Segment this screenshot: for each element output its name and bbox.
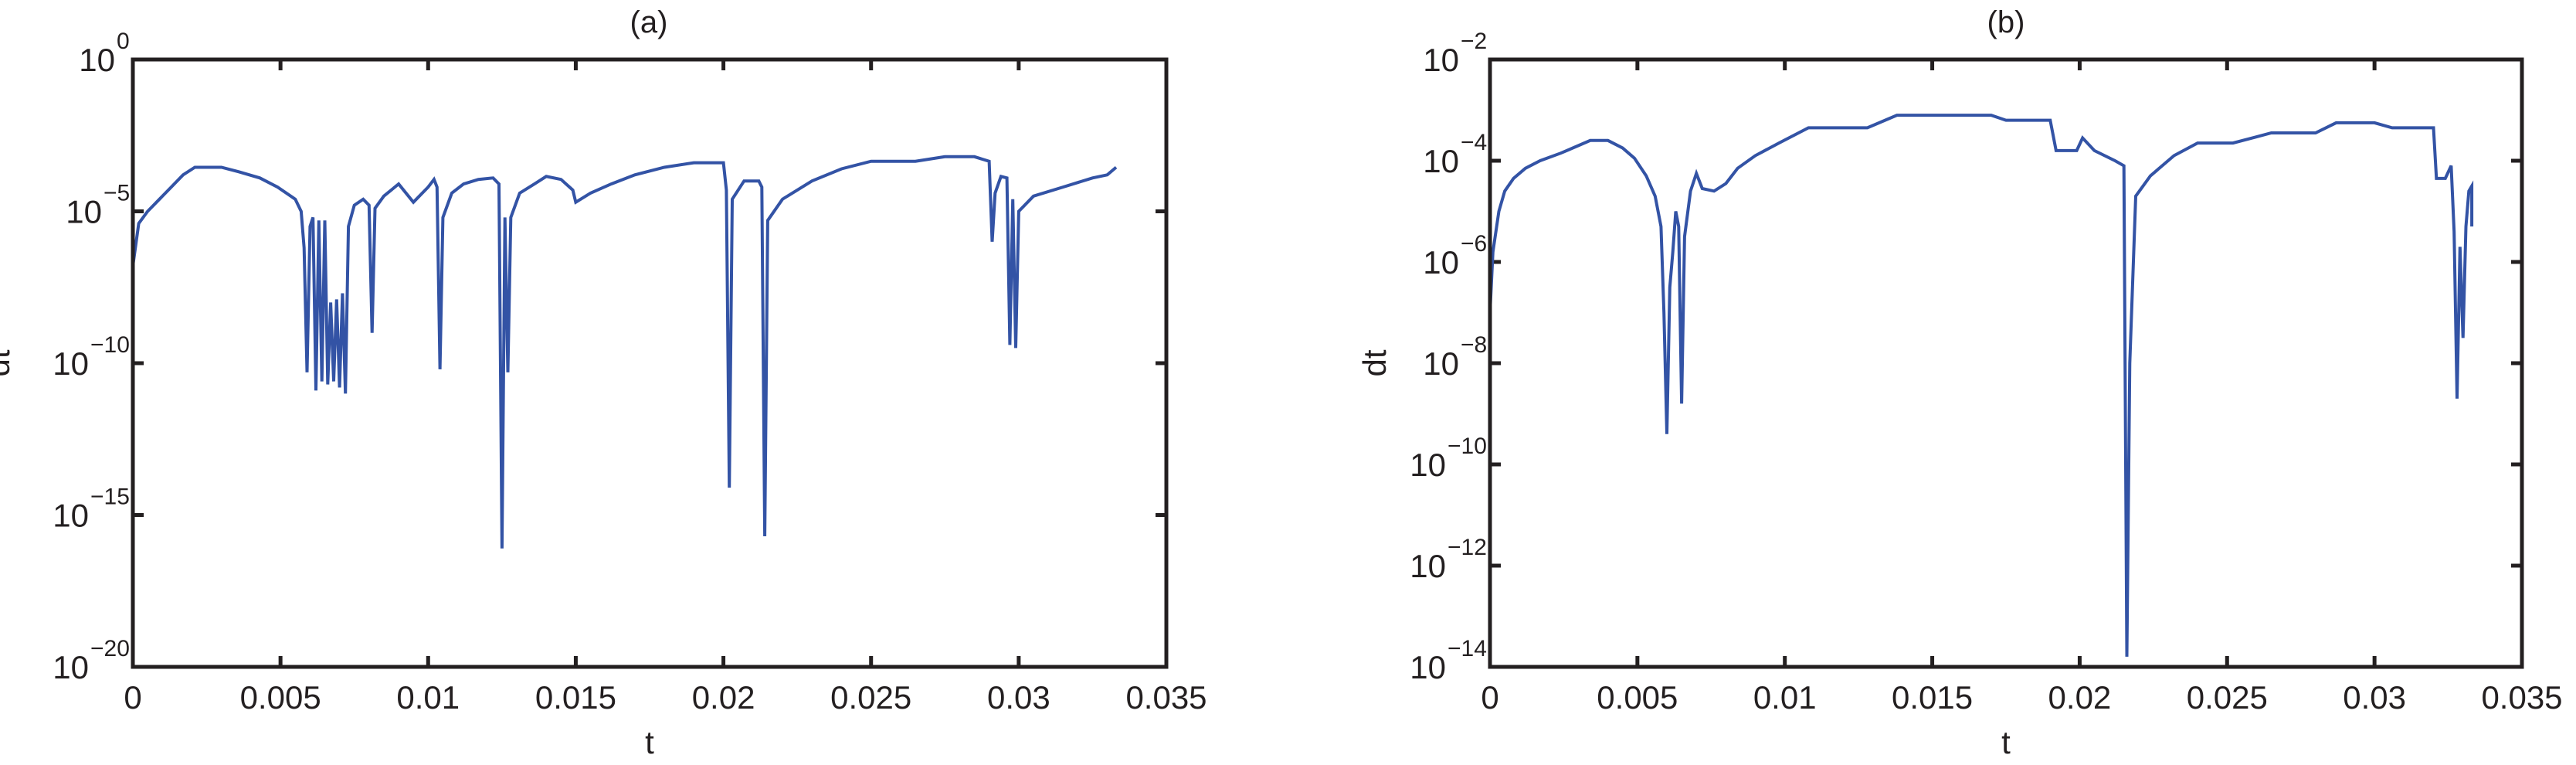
- x-tick-label: 0: [124, 679, 141, 716]
- x-tick-label: 0.005: [1597, 679, 1678, 716]
- x-tick-label: 0.035: [2481, 679, 2562, 716]
- x-tick-label: 0.025: [830, 679, 911, 716]
- x-tick-label: 0.03: [987, 679, 1050, 716]
- svg-text:10: 10: [1423, 42, 1459, 78]
- svg-text:−15: −15: [90, 484, 130, 510]
- plot-frame-b: [1488, 57, 2524, 669]
- y-tick-label: 10−8: [1423, 332, 1487, 382]
- data-line: [1488, 114, 2474, 657]
- chart-title-b: (b): [1987, 5, 2025, 39]
- svg-text:−10: −10: [1448, 434, 1487, 459]
- line-series-b: [1488, 114, 2474, 657]
- svg-text:10: 10: [1423, 345, 1459, 382]
- y-tick-label: 10−15: [53, 484, 130, 534]
- axis-ticks-a: 0 0.005 0.01 0.015 0.02 0.025 0.03 0.03510010−5…: [53, 29, 1207, 716]
- y-tick-label: 10−10: [1410, 434, 1487, 483]
- x-tick-label: 0.02: [2048, 679, 2112, 716]
- x-tick-label: 0: [1481, 679, 1498, 716]
- y-tick-label: 10−10: [53, 332, 130, 382]
- x-tick-label: 0.03: [2343, 679, 2406, 716]
- svg-text:−2: −2: [1461, 29, 1487, 54]
- x-tick-label: 0.02: [692, 679, 755, 716]
- y-tick-label: 100: [79, 29, 129, 78]
- y-axis-label-a: dt: [0, 349, 16, 376]
- svg-text:−12: −12: [1448, 535, 1487, 560]
- x-tick-label: 0.025: [2187, 679, 2268, 716]
- y-tick-label: 10−20: [53, 636, 130, 685]
- x-axis-label-a: t: [645, 724, 654, 760]
- y-tick-label: 10−14: [1410, 636, 1487, 685]
- y-tick-label: 10−12: [1410, 535, 1487, 584]
- svg-text:10: 10: [1410, 447, 1446, 483]
- svg-text:10: 10: [1410, 649, 1446, 685]
- chart-panel-a: (a) 0 0.005 0.01 0.015 0.02 0.025 0.03 0.035100…: [0, 5, 1207, 760]
- y-axis-label-b: dt: [1356, 349, 1393, 376]
- y-tick-label: 10−6: [1423, 231, 1487, 280]
- y-tick-label: 10−5: [66, 181, 130, 230]
- svg-text:−10: −10: [90, 332, 130, 358]
- svg-text:10: 10: [79, 42, 115, 78]
- chart-title-a: (a): [630, 5, 668, 39]
- axis-ticks-b: 0 0.005 0.01 0.015 0.02 0.025 0.03 0.03510−210−…: [1410, 29, 2562, 716]
- x-tick-label: 0.01: [1753, 679, 1817, 716]
- x-tick-label: 0.005: [240, 679, 321, 716]
- svg-text:10: 10: [1410, 548, 1446, 584]
- line-series-a: [131, 155, 1118, 549]
- chart-panel-b: (b) 0 0.005 0.01 0.015 0.02 0.025 0.03 0.03510−…: [1356, 5, 2563, 760]
- svg-text:−20: −20: [90, 636, 130, 661]
- svg-text:−5: −5: [104, 181, 130, 206]
- data-line: [131, 155, 1118, 549]
- svg-text:10: 10: [53, 345, 89, 382]
- svg-text:−6: −6: [1461, 231, 1487, 257]
- svg-text:10: 10: [53, 649, 89, 685]
- x-tick-label: 0.015: [535, 679, 616, 716]
- plot-frame-a: [131, 57, 1169, 669]
- y-tick-label: 10−4: [1423, 130, 1487, 179]
- x-tick-label: 0.01: [396, 679, 460, 716]
- svg-text:−14: −14: [1448, 636, 1487, 661]
- x-tick-label: 0.015: [1892, 679, 1973, 716]
- svg-text:10: 10: [1423, 244, 1459, 280]
- y-tick-label: 10−2: [1423, 29, 1487, 78]
- x-axis-label-b: t: [2001, 724, 2011, 760]
- svg-text:10: 10: [66, 194, 102, 230]
- svg-text:0: 0: [117, 29, 130, 54]
- svg-text:−4: −4: [1461, 130, 1487, 155]
- svg-text:10: 10: [1423, 143, 1459, 179]
- x-tick-label: 0.035: [1125, 679, 1207, 716]
- svg-text:−8: −8: [1461, 332, 1487, 358]
- svg-text:10: 10: [53, 498, 89, 534]
